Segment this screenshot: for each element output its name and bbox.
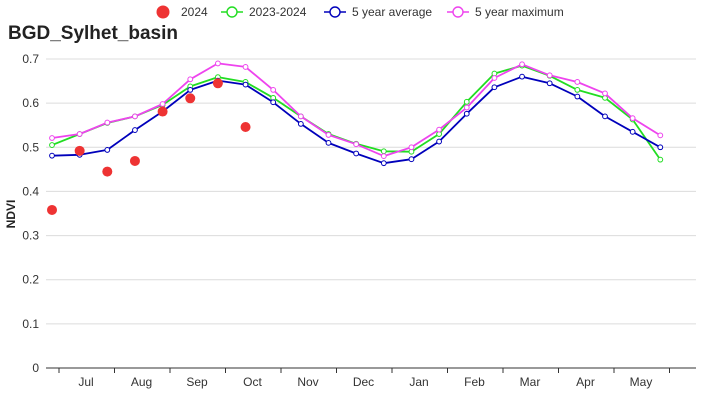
- x-tick-label: Jan: [409, 375, 428, 389]
- series-line: [51, 75, 661, 165]
- x-tick-label: May: [630, 375, 653, 389]
- data-point: [132, 113, 138, 120]
- data-point: [159, 101, 166, 107]
- data-point: [463, 104, 470, 111]
- legend-label: 2023-2024: [249, 5, 307, 19]
- data-point: [49, 142, 55, 148]
- legend-item: 5 year average: [324, 5, 432, 19]
- data-point: [242, 64, 249, 70]
- data-point: [187, 76, 194, 83]
- legend-item: 2023-2024: [221, 5, 307, 19]
- data-point: [242, 81, 249, 88]
- x-tick-label: Oct: [243, 375, 262, 389]
- data-point: [436, 126, 443, 133]
- data-point: [629, 128, 636, 135]
- data-point: [546, 72, 553, 79]
- data-point: [436, 138, 443, 145]
- data-point: [380, 148, 387, 155]
- x-tick-label: Jul: [78, 375, 93, 389]
- series-5-year-maximum: [49, 60, 664, 160]
- data-point: [353, 141, 360, 148]
- data-point: [104, 147, 111, 153]
- data-point: [657, 156, 664, 163]
- data-point: [47, 204, 57, 215]
- data-point: [491, 75, 498, 81]
- data-point: [519, 61, 525, 68]
- data-point: [157, 106, 168, 117]
- x-tick-label: Dec: [353, 375, 374, 389]
- y-tick-label: 0.1: [22, 317, 39, 331]
- data-point: [325, 132, 332, 138]
- legend-label: 2024: [181, 5, 208, 19]
- data-point: [491, 84, 498, 91]
- data-point: [463, 98, 470, 105]
- data-point: [212, 78, 223, 89]
- legend-item: 2024: [156, 5, 208, 19]
- data-point: [185, 93, 196, 104]
- data-point: [270, 99, 277, 106]
- legend-label: 5 year maximum: [475, 5, 564, 19]
- x-tick-label: Sep: [186, 375, 208, 389]
- data-point: [602, 90, 608, 97]
- x-tick-label: Mar: [520, 375, 541, 389]
- y-tick-label: 0.2: [22, 273, 39, 287]
- data-point: [574, 79, 581, 85]
- data-point: [104, 119, 111, 126]
- legend-marker: [156, 5, 170, 19]
- series-layer: [47, 60, 664, 215]
- data-point: [129, 155, 140, 166]
- legend-label: 5 year average: [352, 5, 432, 19]
- data-point: [325, 139, 332, 146]
- data-point: [574, 93, 581, 100]
- y-tick-label: 0.3: [22, 229, 39, 243]
- x-tick-label: Feb: [464, 375, 485, 389]
- y-axis-title: NDVI: [4, 200, 18, 229]
- data-point: [49, 152, 55, 159]
- x-tick-label: Nov: [297, 375, 318, 389]
- x-tick-label: Aug: [131, 375, 152, 389]
- data-point: [187, 87, 194, 93]
- data-point: [519, 73, 525, 80]
- legend: 2024 2023-2024 5 year average 5 year maximu…: [156, 5, 564, 19]
- x-tick-label: Apr: [576, 375, 595, 389]
- data-point: [297, 120, 304, 127]
- y-tick-label: 0.5: [22, 140, 39, 154]
- legend-marker: [329, 6, 341, 18]
- legend-item: 5 year maximum: [447, 5, 564, 19]
- data-point: [240, 121, 251, 132]
- y-tick-label: 0.6: [22, 96, 39, 110]
- data-point: [270, 87, 277, 93]
- y-tick-label: 0: [32, 361, 39, 375]
- data-point: [657, 144, 664, 151]
- data-point: [408, 156, 415, 163]
- data-point: [132, 127, 138, 133]
- data-point: [408, 144, 415, 151]
- data-point: [574, 87, 581, 93]
- data-point: [463, 110, 470, 117]
- data-point: [546, 80, 553, 87]
- data-point: [297, 113, 304, 120]
- data-point: [380, 160, 387, 167]
- data-point: [74, 145, 85, 156]
- data-point: [380, 153, 387, 160]
- data-point: [102, 166, 113, 177]
- data-point: [657, 132, 664, 139]
- data-point: [76, 131, 83, 137]
- x-axis: Jul Aug Sep Oct Nov Dec Jan Feb Mar Apr May: [46, 367, 696, 389]
- y-tick-label: 0.4: [22, 184, 39, 198]
- data-point: [215, 60, 221, 67]
- legend-marker: [452, 6, 464, 18]
- series-5-year-average: [49, 73, 664, 167]
- y-axis: 0 0.1 0.2 0.3 0.4 0.5 0.6 0.7: [22, 52, 39, 375]
- data-point: [49, 135, 55, 141]
- data-point: [353, 150, 360, 157]
- y-tick-label: 0.7: [22, 52, 39, 66]
- data-point: [602, 113, 608, 120]
- grid-lines: [46, 58, 696, 325]
- chart-title: BGD_Sylhet_basin: [8, 23, 178, 44]
- data-point: [629, 115, 636, 122]
- legend-marker: [226, 6, 238, 18]
- series-2024: [47, 78, 251, 215]
